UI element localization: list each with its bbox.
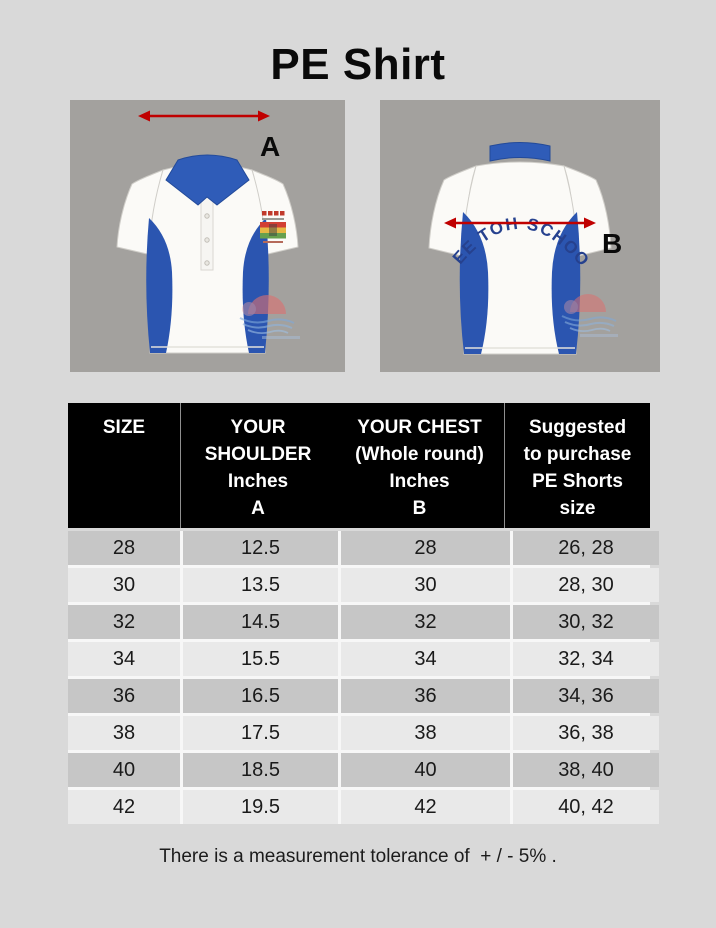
table-cell: 28, 30 bbox=[513, 568, 659, 602]
back-left-panel bbox=[459, 212, 489, 354]
pe-shirt-front-photo: A bbox=[70, 100, 345, 372]
table-cell: 40 bbox=[68, 753, 180, 787]
table-cell: 28 bbox=[68, 531, 180, 565]
supplier-watermark-icon bbox=[239, 295, 300, 339]
back-collar bbox=[489, 142, 551, 162]
front-right-panel bbox=[242, 218, 269, 353]
table-cell: 32, 34 bbox=[513, 642, 659, 676]
table-cell: 32 bbox=[68, 605, 180, 639]
table-cell: 34 bbox=[68, 642, 180, 676]
table-cell: 12.5 bbox=[183, 531, 338, 565]
header-line: Suggested bbox=[528, 417, 627, 438]
header-line: size bbox=[559, 498, 596, 519]
table-cell: 28 bbox=[341, 531, 510, 565]
table-cell: 30 bbox=[341, 568, 510, 602]
table-cell: 40, 42 bbox=[513, 790, 659, 824]
table-cell: 42 bbox=[68, 790, 180, 824]
pe-shirt-back-photo: MEE TOH SCHOOL B bbox=[380, 100, 660, 372]
header-line: SHOULDER bbox=[204, 444, 312, 465]
table-cell: 13.5 bbox=[183, 568, 338, 602]
table-cell: 16.5 bbox=[183, 679, 338, 713]
table-cell: 26, 28 bbox=[513, 531, 659, 565]
table-cell: 17.5 bbox=[183, 716, 338, 750]
header-chest: YOUR CHEST (Whole round) Inches B bbox=[335, 403, 504, 528]
button bbox=[204, 237, 210, 243]
table-cell: 30, 32 bbox=[513, 605, 659, 639]
shoulder-measure-arrow bbox=[138, 110, 270, 122]
tolerance-note: There is a measurement tolerance of + / … bbox=[159, 846, 557, 867]
header-shoulder: YOUR SHOULDER Inches A bbox=[180, 403, 335, 528]
header-line: A bbox=[251, 498, 265, 519]
pe-shirt-back-illustration: MEE TOH SCHOOL B bbox=[380, 100, 622, 355]
table-cell: 30 bbox=[68, 568, 180, 602]
table-cell: 15.5 bbox=[183, 642, 338, 676]
button bbox=[204, 213, 210, 219]
header-line: B bbox=[412, 498, 427, 519]
header-line: Inches bbox=[227, 471, 289, 492]
header-line: YOUR CHEST bbox=[357, 417, 482, 438]
table-cell: 40 bbox=[341, 753, 510, 787]
table-cell: 38 bbox=[341, 716, 510, 750]
table-cell: 38, 40 bbox=[513, 753, 659, 787]
header-line: (Whole round) bbox=[355, 444, 484, 465]
header-line: YOUR bbox=[230, 417, 286, 438]
table-cell: 32 bbox=[341, 605, 510, 639]
school-crest-logo bbox=[260, 211, 286, 243]
pe-shirt-front-illustration: A bbox=[116, 110, 300, 354]
table-cell: 36, 38 bbox=[513, 716, 659, 750]
back-right-panel bbox=[551, 212, 581, 354]
measure-label-a: A bbox=[260, 131, 280, 162]
table-cell: 36 bbox=[68, 679, 180, 713]
table-cell: 18.5 bbox=[183, 753, 338, 787]
size-chart-header: SIZE YOUR SHOULDER Inches A YOUR CHEST (… bbox=[68, 403, 650, 528]
header-line: Inches bbox=[389, 471, 450, 492]
table-cell: 34, 36 bbox=[513, 679, 659, 713]
size-chart-body: 28 12.5 28 26, 28 30 13.5 30 28, 30 32 1… bbox=[68, 531, 659, 824]
table-cell: 38 bbox=[68, 716, 180, 750]
header-shorts: Suggested to purchase PE Shorts size bbox=[504, 403, 650, 528]
table-cell: 36 bbox=[341, 679, 510, 713]
table-cell: 14.5 bbox=[183, 605, 338, 639]
header-line: SIZE bbox=[102, 417, 146, 438]
front-left-panel bbox=[146, 218, 173, 353]
header-line: PE Shorts bbox=[532, 471, 623, 492]
size-chart-table: SIZE YOUR SHOULDER Inches A YOUR CHEST (… bbox=[68, 403, 659, 824]
measure-label-b: B bbox=[602, 228, 622, 259]
front-collar bbox=[165, 154, 250, 206]
page-title: PE Shirt bbox=[270, 40, 446, 89]
placket bbox=[200, 195, 214, 271]
table-cell: 34 bbox=[341, 642, 510, 676]
button bbox=[204, 260, 210, 266]
header-size: SIZE bbox=[68, 403, 180, 528]
table-cell: 19.5 bbox=[183, 790, 338, 824]
table-cell: 42 bbox=[341, 790, 510, 824]
supplier-watermark-icon bbox=[561, 294, 618, 337]
chest-measure-arrow bbox=[444, 217, 596, 229]
header-line: to purchase bbox=[523, 444, 632, 465]
